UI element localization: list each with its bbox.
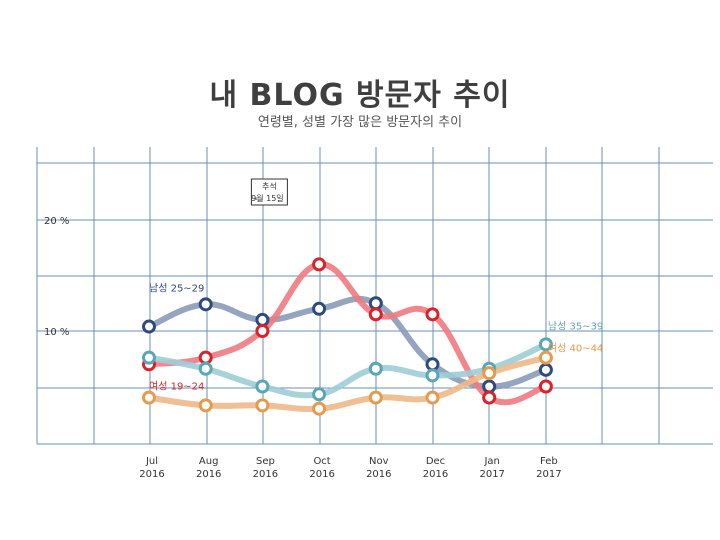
data-point-s3-0 [142,390,156,405]
data-point-s2-7 [538,337,553,352]
series-label: 여성 40~44 [548,343,603,355]
annotation-text-2: 9월 15일 [251,193,284,203]
series-points [142,257,553,416]
y-tick-label: 20 % [44,216,69,227]
annotation-text-1: 추석 [262,181,277,191]
data-point-s3-3 [312,401,327,416]
x-tick-label-year: 2016 [309,469,334,480]
series-labels: 남성 25~29 여성 19~24 남성 35~39 여성 40~44 [149,283,603,393]
data-point-s3-6 [482,366,497,381]
annotation: 추석 9월 15일 [250,178,288,206]
x-tick-label-year: 2016 [196,469,221,480]
data-point-s2-4 [368,361,383,376]
data-point-s3-1 [198,398,213,413]
x-axis-ticks: Jul 2016 Aug 2016 Sep 2016 Oct 2016 Nov 2016 Dec 20… [139,456,561,480]
data-point-s1-2 [255,324,270,338]
y-axis-ticks: 20 % 10 % [44,216,69,338]
data-point-s2-3 [312,387,327,402]
data-point-s3-4 [368,390,383,405]
x-tick-label-month: Dec [426,456,445,467]
data-point-s1-5 [425,307,440,322]
x-tick-label-month: Jan [483,456,499,467]
series-label: 남성 25~29 [149,283,204,295]
data-point-s3-2 [255,398,270,413]
x-tick-label-month: Jul [145,456,158,467]
data-point-s1-4 [368,307,383,322]
data-point-s3-7 [538,350,553,365]
series-line-1 [146,261,549,406]
chart-title: 내 BLOG 방문자 추이 [209,78,511,113]
x-tick-label-year: 2016 [423,469,448,480]
x-tick-label-month: Nov [369,456,389,467]
data-point-s2-5 [425,368,440,383]
data-point-s2-1 [198,361,213,376]
data-point-s0-7 [538,362,553,377]
data-point-s1-6 [482,390,497,405]
x-tick-label-month: Oct [313,456,330,467]
x-tick-label-month: Sep [256,456,275,467]
data-point-s0-6 [482,379,497,394]
data-point-s1-1 [198,350,213,365]
data-point-s0-2 [255,312,270,327]
data-point-s0-5 [425,357,440,372]
x-tick-label-year: 2017 [479,469,504,480]
data-point-s0-0 [142,319,156,334]
x-tick-label-year: 2017 [536,469,561,480]
data-point-s1-3 [312,257,327,272]
data-point-s1-7 [538,379,553,394]
series-label: 남성 35~39 [548,320,603,332]
data-point-s2-0 [142,350,156,365]
chart-subtitle: 연령별, 성별 가장 많은 방문자의 추이 [257,115,463,130]
annotation-box [250,178,288,206]
x-tick-label-year: 2016 [253,469,278,480]
x-tick-label-year: 2016 [139,469,164,480]
data-point-s2-2 [255,379,270,394]
x-tick-label-year: 2016 [366,469,391,480]
data-point-s3-5 [425,390,440,405]
x-tick-label-month: Aug [199,456,219,467]
x-tick-label-month: Feb [540,456,558,467]
data-point-s0-4 [368,296,383,311]
y-tick-label: 10 % [44,327,69,338]
data-point-s0-1 [198,297,213,312]
data-point-s0-3 [312,301,327,316]
series-label: 여성 19~24 [149,380,204,392]
